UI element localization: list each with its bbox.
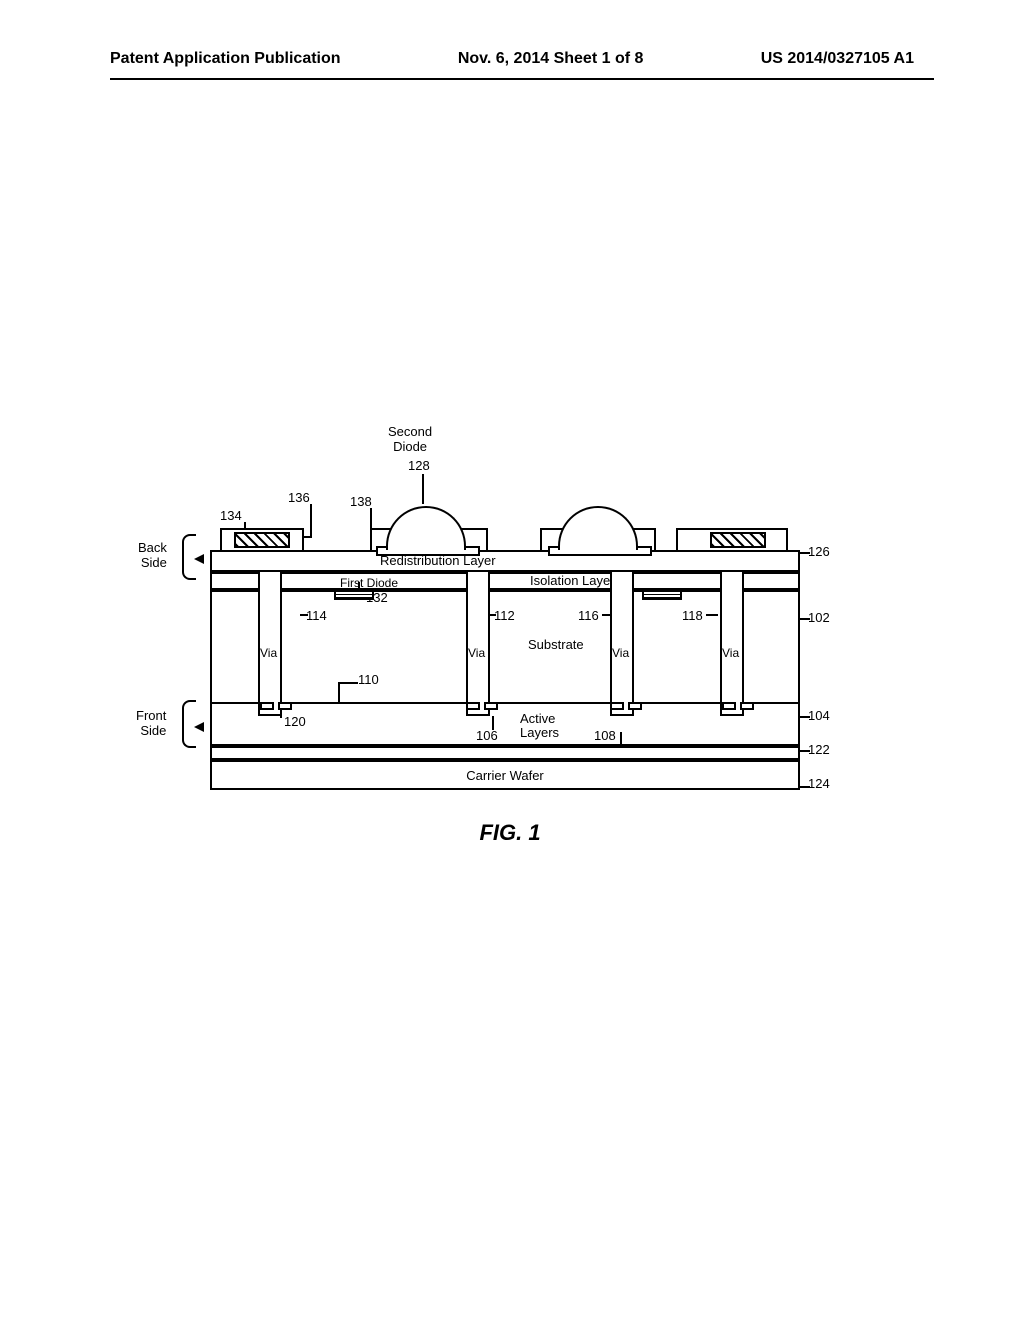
leader-114: [300, 614, 308, 616]
via-4: [720, 570, 744, 716]
ref-108: 108: [594, 728, 616, 743]
pad-hatched-left: [234, 532, 290, 548]
label-via-1: Via: [260, 646, 277, 660]
label-via-2: Via: [468, 646, 485, 660]
label-back-side: Back Side: [138, 540, 167, 570]
layer-isolation: [210, 572, 800, 590]
ref-138: 138: [350, 494, 372, 509]
label-front-side: Front Side: [136, 708, 166, 738]
header-right: US 2014/0327105 A1: [761, 50, 914, 68]
layer-carrier-wafer: Carrier Wafer: [210, 760, 800, 790]
leader-112: [490, 614, 496, 616]
ref-120: 120: [284, 714, 306, 729]
leader-128: [422, 474, 424, 504]
label-via-4: Via: [722, 646, 739, 660]
label-second-diode: Second Diode: [388, 424, 432, 454]
label-via-3: Via: [612, 646, 629, 660]
header-rule: [110, 78, 934, 80]
ref-124: 124: [808, 776, 830, 791]
leader-124: [798, 786, 810, 788]
header-center: Nov. 6, 2014 Sheet 1 of 8: [458, 50, 644, 68]
ref-128: 128: [408, 458, 430, 473]
label-isolation: Isolation Layer: [530, 573, 615, 588]
ref-126: 126: [808, 544, 830, 559]
via-3: [610, 570, 634, 716]
leader-116: [602, 614, 610, 616]
ref-116: 116: [578, 608, 599, 623]
leader-118: [706, 614, 718, 616]
ref-122: 122: [808, 742, 830, 757]
leader-102: [800, 618, 810, 620]
figure-caption: FIG. 1: [479, 820, 540, 846]
via-2: [466, 570, 490, 716]
page-header: Patent Application Publication Nov. 6, 2…: [0, 50, 1024, 68]
ref-112: 112: [494, 608, 515, 623]
pads-group-1: [238, 702, 314, 714]
label-substrate: Substrate: [528, 637, 584, 652]
pads-group-2: [444, 702, 520, 714]
leader-126: [800, 552, 810, 554]
ref-114: 114: [306, 608, 327, 623]
leader-110a: [338, 682, 358, 684]
second-diode-left: [386, 506, 466, 550]
ref-118: 118: [682, 608, 703, 623]
ref-136: 136: [288, 490, 310, 505]
label-front-side-text: Front Side: [136, 708, 166, 738]
layer-bond: [210, 746, 800, 760]
ref-134: 134: [220, 508, 242, 523]
leader-136: [310, 504, 312, 536]
leader-122: [800, 750, 810, 752]
label-active-layers: Active Layers: [520, 712, 559, 740]
pad-hatched-right: [710, 532, 766, 548]
layer-substrate: [210, 590, 800, 702]
leader-106: [492, 716, 494, 730]
ref-104: 104: [808, 708, 830, 723]
label-back-side-text: Back Side: [138, 540, 167, 570]
leader-108: [620, 732, 622, 744]
first-diode: [334, 590, 374, 600]
pads-group-4: [700, 702, 776, 714]
leader-110b: [338, 682, 340, 704]
ref-110: 110: [358, 672, 379, 687]
cross-section-diagram: Carrier Wafer Active Layers Substrate Is…: [210, 450, 800, 790]
second-diode-right: [558, 506, 638, 550]
label-first-diode: First Diode: [340, 576, 398, 590]
pads-group-3: [588, 702, 664, 714]
ref-102: 102: [808, 610, 830, 625]
first-diode-right: [642, 590, 682, 600]
leader-104: [800, 716, 810, 718]
layer-rdl: [210, 550, 800, 572]
ref-106: 106: [476, 728, 498, 743]
via-1: [258, 570, 282, 716]
header-left: Patent Application Publication: [110, 50, 341, 68]
figure-1: Back Side Front Side Carrier Wafer Activ…: [140, 450, 880, 890]
